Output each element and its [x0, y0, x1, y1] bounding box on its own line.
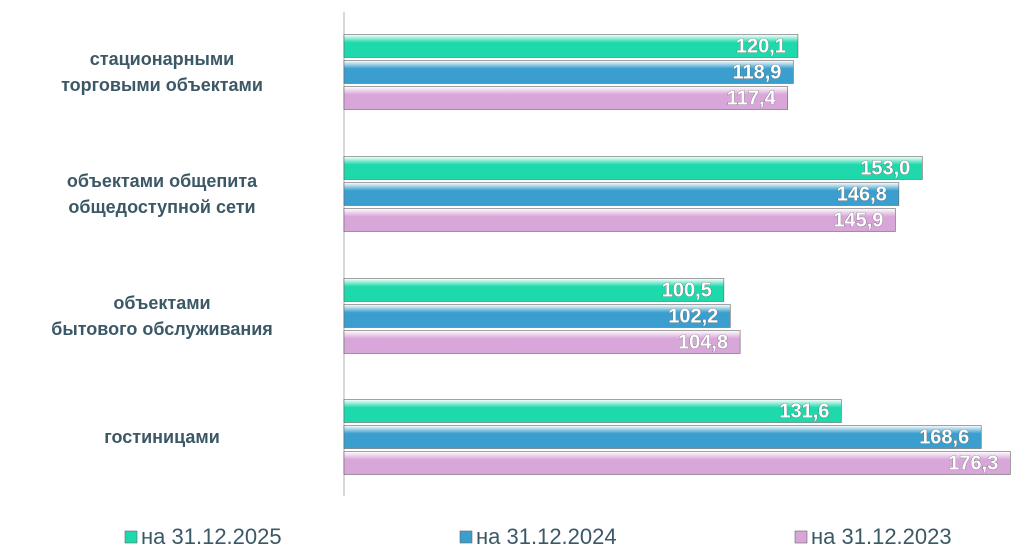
bar: [343, 86, 789, 110]
bar: [343, 208, 896, 232]
category-label: стационарными торговыми объектами: [61, 49, 263, 95]
bar: [343, 425, 982, 449]
value-label: 120,1: [736, 35, 786, 57]
value-label: 131,6: [779, 400, 829, 422]
bar: [343, 156, 923, 180]
legend-label: на 31.12.2023: [811, 524, 952, 548]
bar: [343, 278, 725, 302]
bar: [343, 330, 741, 354]
legend-label: на 31.12.2025: [141, 524, 282, 548]
legend-swatch: [124, 530, 138, 544]
legend-swatch: [794, 530, 808, 544]
legend-label: на 31.12.2024: [476, 524, 617, 548]
value-label: 118,9: [732, 61, 781, 83]
bar: [343, 60, 794, 84]
value-label: 168,6: [919, 426, 969, 448]
bar: [343, 304, 731, 328]
value-label: 145,9: [833, 209, 883, 231]
value-label: 153,0: [860, 157, 910, 179]
value-label: 117,4: [727, 87, 777, 109]
value-label: 100,5: [662, 279, 712, 301]
value-label: 104,8: [678, 331, 728, 353]
value-label: 176,3: [948, 452, 998, 474]
value-label: 102,2: [668, 305, 718, 327]
category-label: объектами общепита общедоступной сети: [66, 171, 258, 217]
category-label: гостиницами: [104, 427, 220, 447]
bar: [343, 182, 900, 206]
bar: [343, 451, 1011, 475]
legend-swatch: [459, 530, 473, 544]
bar: [343, 34, 799, 58]
bar: [343, 399, 842, 423]
value-label: 146,8: [837, 183, 887, 205]
category-label: объектами бытового обслуживания: [51, 293, 273, 339]
